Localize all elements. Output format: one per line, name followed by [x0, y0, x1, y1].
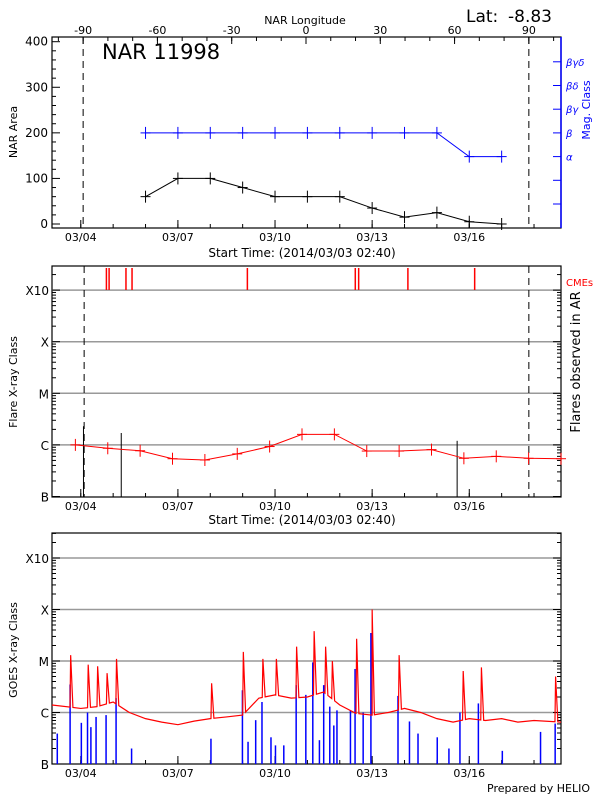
x-tick-label: 03/10	[259, 231, 291, 244]
mag-tick-label: βγ	[565, 105, 579, 116]
goes-long-line	[51, 609, 562, 726]
y-tick-label: M	[39, 387, 49, 401]
lat-label: Lat:	[466, 7, 498, 27]
y-tick-label: C	[41, 707, 49, 721]
x-tick-label: 03/13	[356, 500, 388, 513]
p1-xlabel: Start Time: (2014/03/03 02:40)	[208, 246, 395, 260]
y-tick-label: 300	[25, 80, 48, 94]
x-tick-label: 03/04	[65, 500, 97, 513]
lat-value: -8.83	[508, 7, 552, 27]
x-tick-label: 03/07	[162, 500, 194, 513]
top-x-tick-label: -90	[74, 24, 92, 37]
mag-tick-label: β	[565, 129, 573, 140]
y-tick-label: C	[41, 439, 49, 453]
area-series-line	[145, 177, 502, 225]
p3-ylabel: GOES X-ray Class	[7, 602, 20, 698]
y-tick-label: X10	[26, 552, 50, 566]
y-tick-label: 100	[25, 171, 48, 185]
y-tick-label: B	[41, 758, 49, 772]
y-tick-label: X10	[26, 284, 50, 298]
mag-tick-label: α	[566, 153, 573, 164]
y-tick-label: B	[41, 491, 49, 505]
x-tick-label: 03/10	[259, 767, 291, 780]
top-x-tick-label: 30	[373, 24, 387, 37]
y-tick-label: M	[39, 655, 49, 669]
top-x-tick-label: 0	[302, 24, 309, 37]
top-x-tick-label: 60	[448, 24, 462, 37]
y-tick-label: X	[41, 336, 49, 350]
x-tick-label: 03/10	[259, 500, 291, 513]
x-tick-label: 03/07	[162, 767, 194, 780]
top-x-tick-label: -60	[148, 24, 166, 37]
panel-frame	[51, 265, 562, 498]
x-tick-label: 03/13	[356, 231, 388, 244]
region-title: NAR 11998	[102, 40, 220, 64]
top-x-tick-label: 90	[522, 24, 536, 37]
chart-marks: 03/04 03/07 03/10 03/13 03/160100200300400-9…	[25, 24, 584, 780]
y-tick-label: 400	[25, 35, 48, 49]
p1-y2label: Mag. Class	[580, 80, 593, 139]
credit: Prepared by HELIO	[487, 782, 590, 795]
x-tick-label: 03/04	[65, 767, 97, 780]
x-tick-label: 03/16	[453, 231, 485, 244]
y-tick-label: 200	[25, 126, 48, 140]
p2-ylabel: Flare X-ray Class	[7, 336, 20, 428]
cme-label: CMEs	[566, 278, 593, 289]
y-tick-label: X	[41, 604, 49, 618]
flare-trend-line	[75, 433, 562, 461]
x-tick-label: 03/04	[65, 231, 97, 244]
p1-ylabel: NAR Area	[7, 106, 20, 158]
p2-y2label: Flares observed in AR	[569, 291, 584, 432]
x-tick-label: 03/16	[453, 500, 485, 513]
x-tick-label: 03/13	[356, 767, 388, 780]
x-tick-label: 03/16	[453, 767, 485, 780]
mag-tick-label: βγδ	[565, 58, 584, 69]
mag-series-line	[145, 132, 502, 158]
mag-tick-label: βδ	[565, 82, 579, 93]
y-tick-label: 0	[40, 217, 48, 231]
p1-top-xlabel: NAR Longitude	[264, 14, 346, 27]
top-x-tick-label: -30	[223, 24, 241, 37]
p2-xlabel: Start Time: (2014/03/03 02:40)	[208, 513, 395, 527]
x-tick-label: 03/07	[162, 231, 194, 244]
